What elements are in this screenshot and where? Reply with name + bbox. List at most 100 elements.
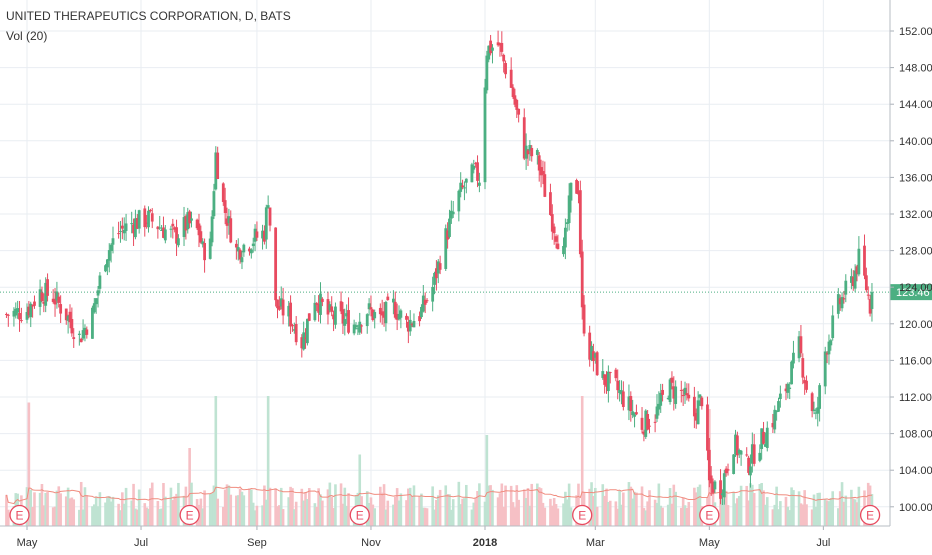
candle xyxy=(552,223,556,245)
candlesticks xyxy=(5,30,874,506)
volume-bar xyxy=(328,482,332,526)
candle xyxy=(777,397,780,412)
candle xyxy=(6,313,10,327)
volume-bar xyxy=(554,504,558,526)
candle xyxy=(797,330,801,363)
candle-body xyxy=(182,217,186,237)
candle xyxy=(199,225,203,244)
volume-bar xyxy=(435,499,438,526)
candle xyxy=(760,428,764,460)
volume-bar xyxy=(631,498,634,526)
candle-body xyxy=(683,387,687,395)
candle xyxy=(57,292,61,308)
volume-bar xyxy=(261,505,264,526)
candle-body xyxy=(40,292,44,302)
volume-bar xyxy=(319,494,322,526)
volume-bar xyxy=(851,498,855,526)
volume-bar xyxy=(248,488,251,526)
candle-body xyxy=(747,457,750,473)
volume-bar xyxy=(451,499,455,526)
candle xyxy=(707,437,711,488)
volume-bar xyxy=(850,489,853,526)
candle-body xyxy=(552,226,556,234)
candle xyxy=(509,57,513,88)
volume-bar xyxy=(111,496,115,526)
candle-body xyxy=(601,371,605,378)
volume-bar xyxy=(674,491,677,526)
candle xyxy=(317,295,321,322)
candle-body xyxy=(392,298,395,303)
candle xyxy=(264,204,268,249)
volume-bar xyxy=(210,493,214,526)
candle-body xyxy=(57,296,61,303)
candle-body xyxy=(679,389,683,391)
volume-bar xyxy=(343,487,347,526)
symbol-title[interactable]: UNITED THERAPEUTICS CORPORATION, D, BATS xyxy=(6,9,291,23)
candle xyxy=(29,301,33,328)
candle-body xyxy=(46,279,49,296)
chart-legend: UNITED THERAPEUTICS CORPORATION, D, BATS… xyxy=(6,6,291,46)
candle xyxy=(446,222,450,249)
volume-bar xyxy=(679,507,683,526)
candle-body xyxy=(382,311,386,318)
candle-body xyxy=(803,380,807,384)
candle xyxy=(528,140,532,161)
candle xyxy=(214,146,218,191)
candle xyxy=(537,152,541,182)
candle xyxy=(83,324,87,342)
volume-bar xyxy=(564,491,567,526)
candle-body xyxy=(27,306,31,316)
candle xyxy=(666,395,670,400)
candle xyxy=(395,303,399,331)
candle-body xyxy=(160,229,163,231)
candle-body xyxy=(472,165,476,170)
candle xyxy=(449,200,453,224)
candle-body xyxy=(463,187,466,189)
candle xyxy=(674,380,678,409)
candle-body xyxy=(470,164,474,183)
volume-bar xyxy=(450,509,453,526)
volume-bar xyxy=(478,483,481,526)
candle xyxy=(281,287,285,325)
candle-body xyxy=(242,244,246,253)
candle xyxy=(393,291,397,320)
candle xyxy=(150,208,154,229)
candle-body xyxy=(91,307,94,339)
volume-bar xyxy=(446,494,449,526)
volume-bar xyxy=(827,501,831,526)
volume-bar xyxy=(373,508,377,526)
candle xyxy=(216,146,220,180)
x-tick-label: Sep xyxy=(247,537,267,549)
candle-body xyxy=(255,231,259,238)
candle-body xyxy=(92,303,96,313)
volume-bar xyxy=(640,486,644,526)
candle-body xyxy=(111,238,115,245)
candle-body xyxy=(33,301,36,306)
candle-body xyxy=(328,304,332,311)
candle xyxy=(483,78,487,190)
candle-body xyxy=(195,219,199,229)
candle xyxy=(27,300,31,319)
candle xyxy=(107,243,111,273)
volume-indicator-label[interactable]: Vol (20) xyxy=(6,29,48,43)
volume-bar xyxy=(223,489,227,526)
candle xyxy=(85,326,89,339)
volume-bar xyxy=(55,490,59,526)
candle xyxy=(203,238,206,273)
candle-body xyxy=(208,238,212,259)
earnings-marker: E xyxy=(572,504,593,526)
candle xyxy=(823,346,827,395)
candle-body xyxy=(66,315,70,321)
volume-bar xyxy=(556,508,560,526)
candle-body xyxy=(771,422,775,428)
candle-body xyxy=(605,381,608,387)
candle xyxy=(434,260,438,291)
candle-body xyxy=(264,207,268,240)
candle-body xyxy=(592,351,595,362)
candle-body xyxy=(840,297,844,309)
volume-bar xyxy=(371,504,375,526)
